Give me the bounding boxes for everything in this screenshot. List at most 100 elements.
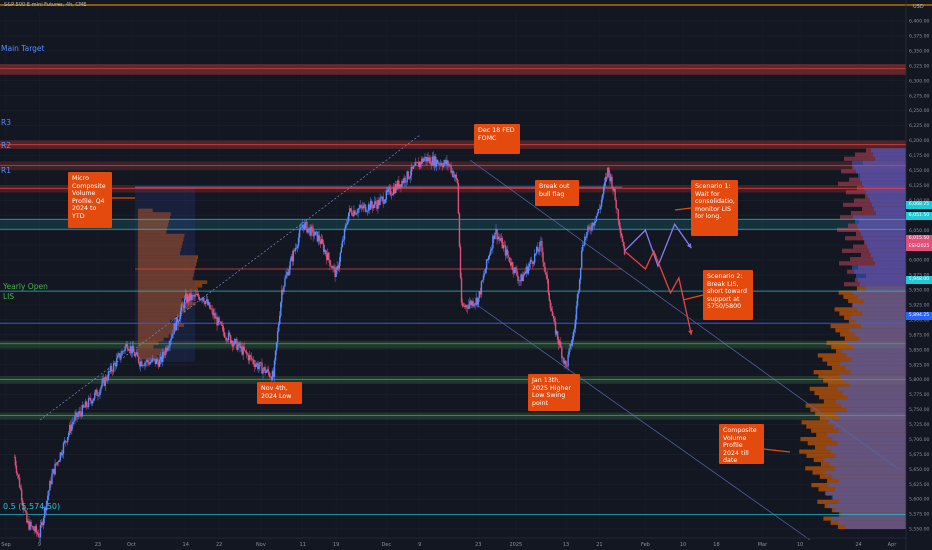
composite-volume-bar [845,365,906,371]
candle-body [524,272,526,274]
candle-body [587,226,589,233]
candle-body [550,308,553,312]
candle-body [220,321,222,325]
candle-body [95,389,97,393]
candle-body [156,359,159,362]
candle-body [123,350,125,352]
composite-volume-bar [846,353,906,358]
composite-volume-bar [850,370,906,375]
candle-body [400,184,402,188]
composite-volume-bar [867,244,906,249]
yearly-open-label: Yearly Open [3,282,48,291]
time-tick-label: Feb [641,542,650,548]
candle-body [358,208,360,210]
candle-body [83,407,86,408]
time-tick-label: 9 [38,542,41,548]
candle-body [397,180,399,189]
composite-volume-bar [831,474,906,479]
time-tick-label: 9 [418,542,421,548]
candle-body [133,351,136,357]
candle-body [351,210,353,215]
currency-label[interactable]: USD [913,4,924,10]
candle-body [546,274,548,280]
candle-body [608,167,610,174]
candle-body [391,194,394,195]
candle-body [67,432,70,438]
micro-volume-bar [138,283,203,288]
candle-body [439,163,442,165]
candle-body [215,317,217,319]
candle-body [316,231,319,242]
composite-volume-bar [869,248,906,253]
candle-body [493,235,495,240]
candle-body [222,326,225,333]
candle-body [466,305,468,308]
candle-body [354,210,356,215]
composite-volume-bar [859,227,906,232]
price-tick-label: 5,950.00 [909,288,930,294]
candle-body [405,181,407,183]
candle-body [430,164,432,166]
candle-body [489,254,491,257]
time-tick-label: Oct [127,542,136,548]
candle-body [185,293,187,299]
candle-body [399,184,401,188]
candle-body [147,359,149,363]
candle-body [213,312,215,316]
candle-body [35,526,37,533]
micro-profile-note: Micro Composite Volume Profile. Q4 2024 … [68,172,112,228]
candle-body [340,247,343,253]
candle-body [183,298,186,309]
time-tick-label: 21 [596,542,602,548]
candle-body [32,526,34,530]
candle-body [207,302,210,305]
candle-body [544,266,546,273]
candle-body [89,397,92,402]
price-tick-label: 6,050.00 [909,228,930,234]
candle-body [196,293,198,296]
candle-body [459,246,462,278]
candle-body [224,337,227,338]
candle-body [444,160,446,164]
candle-body [251,359,254,361]
candle-body [582,245,584,251]
composite-volume-bar [855,319,906,325]
candle-body [589,227,591,231]
candle-body [244,350,246,352]
candle-body [548,293,551,301]
price-tick-label: 5,725.00 [909,422,930,428]
candle-body [17,474,20,478]
micro-volume-bar [138,208,153,213]
composite-volume-bar [873,257,906,262]
candle-body [236,339,238,350]
candle-body [157,361,160,367]
candle-body [266,369,268,372]
price-tick-label: 6,100.00 [909,198,930,204]
candle-body [117,355,119,359]
candle-body [269,376,272,378]
candle-body [438,163,441,165]
candle-body [596,213,599,216]
candle-body [167,347,169,351]
jan13-low-note: Jan 13th, 2025 Higher Low Swing point [528,374,580,411]
candle-body [575,305,578,320]
candle-body [605,176,607,183]
micro-volume-bar [138,266,196,270]
candle-body [81,404,83,417]
candle-body [260,362,262,363]
composite-volume-bar [852,160,906,166]
candle-body [357,209,359,214]
price-tick-label: 5,850.00 [909,347,930,353]
micro-volume-bar [138,294,187,299]
price-tick-label: 5,650.00 [909,467,930,473]
candle-body [429,157,431,165]
candle-body [249,355,252,357]
candle-body [377,200,379,209]
candle-body [460,277,463,303]
price-tick-label: 6,225.00 [909,123,930,129]
candle-body [332,266,334,269]
volume-profiles [135,148,906,530]
candle-body [237,345,239,350]
candle-body [200,299,203,300]
